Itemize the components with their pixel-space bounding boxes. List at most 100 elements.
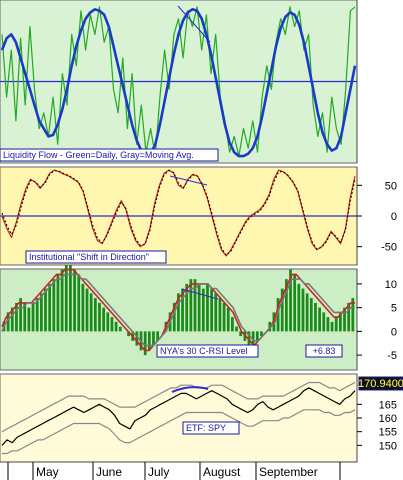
bar <box>6 312 10 332</box>
bar <box>239 331 243 337</box>
bar <box>338 312 342 332</box>
y-tick-label: 165 <box>379 399 397 411</box>
panel-1: Liquidity Flow - Green=Daily, Gray=Movin… <box>0 0 403 164</box>
y-tick-label: 0 <box>391 211 397 223</box>
bar <box>147 331 151 351</box>
month-label: June <box>96 465 122 479</box>
bar <box>201 288 205 332</box>
bar <box>189 279 193 332</box>
bar <box>127 331 130 337</box>
y-tick-label: 160 <box>379 413 397 425</box>
series-line-slow-ma <box>1 273 355 347</box>
bar <box>322 312 326 332</box>
bar <box>268 321 272 332</box>
bar <box>77 274 81 332</box>
bar <box>93 298 97 332</box>
bar <box>89 293 93 332</box>
bar <box>64 264 68 332</box>
bar <box>23 302 27 332</box>
bar <box>255 331 259 341</box>
bar <box>318 307 321 332</box>
bar <box>280 288 284 332</box>
y-tick-label: 150 <box>379 440 397 452</box>
bar <box>334 317 338 332</box>
y-tick-label: 50 <box>385 180 397 192</box>
bar <box>73 269 76 332</box>
bar <box>177 293 180 332</box>
bar <box>152 331 155 346</box>
bar <box>351 298 355 332</box>
axis-background <box>357 269 403 370</box>
bar <box>172 302 176 332</box>
divergence-annotations <box>169 5 219 393</box>
bar <box>106 312 110 332</box>
bar <box>35 298 39 332</box>
bar <box>15 302 18 332</box>
x-axis-background <box>0 462 357 480</box>
readout-value: 170.9400 <box>358 378 403 390</box>
annotation-line <box>181 288 219 300</box>
bar <box>289 269 292 332</box>
bar <box>185 283 189 332</box>
bar <box>19 298 22 332</box>
panel-label-box <box>25 250 167 264</box>
series-line-daily <box>1 6 356 157</box>
bar <box>27 307 31 332</box>
panel-label-box <box>182 421 240 435</box>
bar <box>102 307 106 332</box>
series-line-moving-avg- <box>0 8 357 158</box>
panel-label-box <box>0 148 219 162</box>
panel-label: Institutional "Shift in Direction" <box>29 252 149 262</box>
bar <box>56 274 60 332</box>
bar <box>156 331 160 341</box>
month-label: September <box>259 465 318 479</box>
bar <box>293 274 297 332</box>
y-tick-label: 10 <box>385 279 397 291</box>
bar <box>309 298 313 332</box>
bar <box>48 283 52 332</box>
bar <box>110 317 114 332</box>
series-line-oscillator <box>1 169 356 257</box>
bar <box>251 331 255 346</box>
bar <box>114 321 118 332</box>
bar <box>69 264 72 332</box>
bar <box>135 331 139 346</box>
panel-label-box <box>156 344 259 358</box>
panel-3: 10 5 0 -5 NYA's 30 C-RSI Level +6.83 <box>0 264 403 371</box>
bar <box>81 283 85 332</box>
y-tick-label: 5 <box>391 303 397 315</box>
month-label: May <box>36 465 59 479</box>
bar <box>206 283 209 332</box>
series-line-fast-ma <box>1 268 355 352</box>
bar <box>222 302 226 332</box>
axis-background <box>357 167 403 265</box>
month-label: August <box>203 465 241 479</box>
panel-label: NYA's 30 C-RSI Level <box>160 346 248 356</box>
bar <box>330 321 334 332</box>
readout-box <box>358 376 403 391</box>
annotation-curve <box>171 386 209 393</box>
series-line-upper-band <box>1 381 356 433</box>
bar <box>10 307 14 332</box>
y-tick-label: -50 <box>381 242 397 254</box>
axis-background <box>357 0 403 163</box>
bar <box>314 302 317 332</box>
bar <box>326 317 330 332</box>
bar <box>31 302 35 332</box>
bar <box>218 298 222 332</box>
series-line-spy <box>1 387 356 446</box>
annotation-line <box>169 175 208 186</box>
panel-label: ETF: SPY <box>186 423 226 433</box>
month-label: July <box>148 465 169 479</box>
readout-value: +6.83 <box>313 346 336 356</box>
y-tick-label: 0 <box>391 326 397 338</box>
bar <box>231 317 234 332</box>
series-line-lower-band <box>2 409 356 455</box>
bar <box>118 326 122 332</box>
bar <box>347 302 351 332</box>
annotation-line <box>177 5 211 43</box>
panel-label: Liquidity Flow - Green=Daily, Gray=Movin… <box>3 150 194 160</box>
bar <box>60 269 64 332</box>
